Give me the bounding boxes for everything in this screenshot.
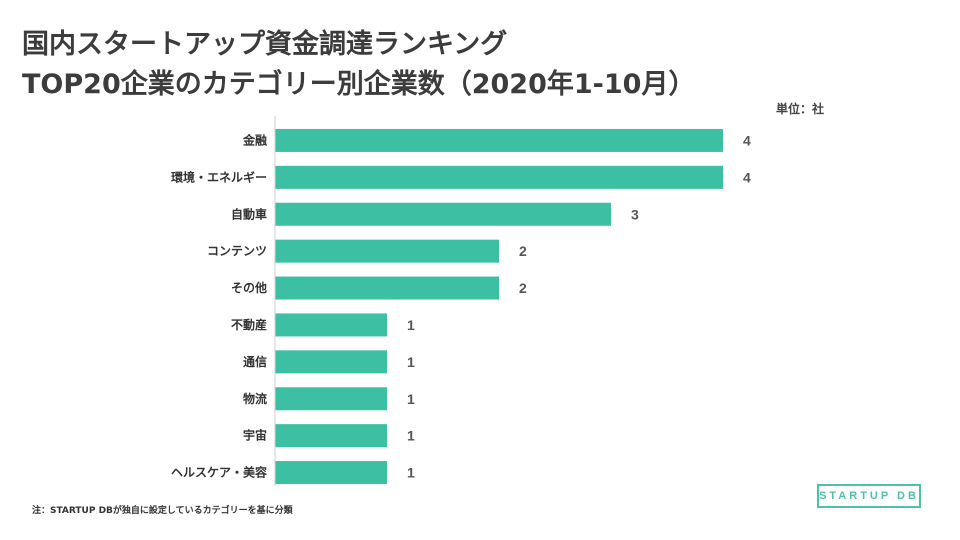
bar — [275, 276, 499, 300]
bar — [275, 461, 387, 485]
chart-title-line-1: 国内スタートアップ資金調達ランキング — [22, 29, 508, 60]
bar — [275, 165, 723, 189]
category-label: 自動車 — [231, 206, 267, 221]
value-label: 2 — [519, 280, 527, 296]
value-label: 1 — [407, 391, 415, 407]
logo-text: STARTUP DB — [819, 490, 919, 502]
value-label: 2 — [519, 243, 527, 259]
value-label: 4 — [743, 132, 751, 148]
value-label: 4 — [743, 169, 751, 185]
value-label: 3 — [631, 206, 639, 222]
footnote: 注：STARTUP DBが独自に設定しているカテゴリーを基に分類 — [32, 506, 293, 516]
value-label: 1 — [407, 428, 415, 444]
startup-db-logo: STARTUP DB — [817, 484, 921, 508]
bar — [275, 239, 499, 263]
chart-title-line-2: TOP20企業のカテゴリー別企業数（2020年1-10月） — [22, 69, 696, 100]
unit-label: 単位：社 — [776, 102, 825, 116]
category-label: その他 — [231, 280, 267, 295]
bar — [275, 424, 387, 448]
value-label: 1 — [407, 317, 415, 333]
bar — [275, 202, 611, 226]
category-label: 不動産 — [231, 317, 267, 332]
bar — [275, 350, 387, 374]
bar — [275, 313, 387, 337]
category-label: ヘルスケア・美容 — [171, 465, 267, 480]
category-label: コンテンツ — [207, 244, 267, 258]
category-label: 通信 — [243, 354, 267, 369]
category-label: 物流 — [243, 391, 267, 406]
value-label: 1 — [407, 354, 415, 370]
bar — [275, 387, 387, 411]
category-label: 金融 — [242, 132, 267, 147]
category-label: 環境・エネルギー — [171, 169, 267, 184]
value-label: 1 — [407, 465, 415, 481]
category-label: 宇宙 — [243, 428, 267, 443]
bar — [275, 128, 723, 152]
